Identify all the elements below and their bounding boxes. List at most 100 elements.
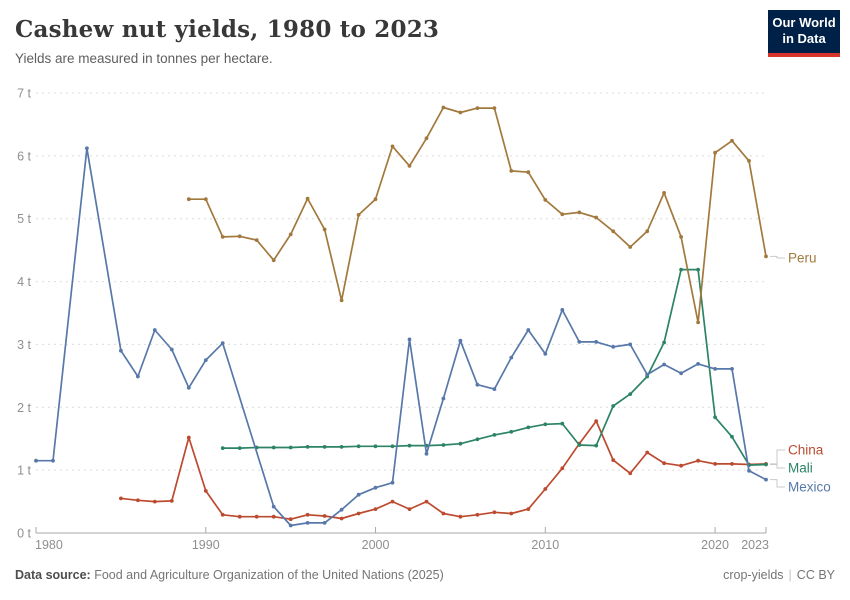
series-point-mexico[interactable] (220, 341, 225, 346)
series-point-peru[interactable] (713, 150, 717, 155)
series-point-mexico[interactable] (322, 521, 327, 525)
series-point-mexico[interactable] (577, 340, 582, 344)
series-point-china[interactable] (220, 512, 225, 517)
series-point-peru[interactable] (288, 232, 293, 237)
series-point-peru[interactable] (475, 106, 480, 110)
series-point-china[interactable] (628, 471, 633, 476)
series-point-mali[interactable] (356, 444, 361, 449)
series-point-peru[interactable] (339, 298, 344, 303)
series-point-mali[interactable] (407, 443, 412, 448)
series-point-mexico[interactable] (186, 385, 191, 390)
series-point-mali[interactable] (526, 425, 531, 430)
series-point-mexico[interactable] (492, 387, 497, 391)
series-point-china[interactable] (645, 450, 650, 455)
series-point-mexico[interactable] (611, 345, 616, 349)
series-point-mali[interactable] (764, 462, 768, 467)
series-point-mali[interactable] (679, 267, 683, 272)
series-point-peru[interactable] (526, 170, 531, 175)
series-point-peru[interactable] (220, 235, 225, 239)
series-point-mexico[interactable] (169, 347, 174, 352)
series-point-mexico[interactable] (203, 358, 208, 362)
series-point-mali[interactable] (475, 437, 480, 442)
series-point-mali[interactable] (339, 445, 344, 449)
series-point-mexico[interactable] (305, 521, 310, 525)
series-point-mexico[interactable] (662, 362, 666, 367)
series-point-mexico[interactable] (645, 372, 650, 377)
series-point-mali[interactable] (458, 441, 463, 446)
series-point-china[interactable] (560, 466, 565, 471)
series-point-mexico[interactable] (713, 367, 717, 371)
series-point-peru[interactable] (492, 106, 497, 110)
series-point-mexico[interactable] (764, 477, 768, 482)
series-point-peru[interactable] (305, 196, 310, 201)
series-point-mexico[interactable] (679, 371, 683, 376)
cc-by-link[interactable]: CC BY (796, 568, 835, 582)
series-point-china[interactable] (713, 462, 717, 466)
series-point-china[interactable] (186, 435, 191, 440)
series-point-mali[interactable] (305, 445, 310, 449)
series-point-china[interactable] (203, 489, 208, 493)
series-point-peru[interactable] (458, 110, 463, 115)
series-point-china[interactable] (237, 514, 242, 519)
series-point-mali[interactable] (577, 443, 582, 447)
series-point-mexico[interactable] (85, 146, 89, 151)
crop-yields-link[interactable]: crop-yields (723, 568, 784, 582)
series-point-mexico[interactable] (288, 523, 293, 528)
series-point-peru[interactable] (679, 235, 683, 239)
series-point-mali[interactable] (730, 434, 734, 439)
series-point-mali[interactable] (628, 392, 633, 396)
series-line-peru[interactable] (188, 106, 767, 324)
series-point-mexico[interactable] (730, 367, 734, 371)
series-point-china[interactable] (509, 511, 514, 516)
series-point-peru[interactable] (543, 198, 548, 202)
entity-label-mali[interactable]: Mali (788, 461, 813, 476)
series-point-china[interactable] (526, 507, 531, 511)
series-point-china[interactable] (730, 462, 734, 466)
series-point-china[interactable] (136, 498, 140, 503)
series-point-peru[interactable] (237, 234, 242, 239)
series-point-peru[interactable] (696, 320, 700, 325)
series-point-mexico[interactable] (560, 308, 565, 312)
series-point-china[interactable] (373, 507, 378, 511)
series-point-china[interactable] (407, 507, 412, 511)
series-point-mali[interactable] (220, 446, 225, 450)
series-point-china[interactable] (543, 487, 548, 491)
series-point-china[interactable] (441, 511, 446, 516)
series-point-china[interactable] (152, 499, 157, 504)
series-point-peru[interactable] (577, 210, 582, 215)
series-point-mexico[interactable] (594, 340, 599, 344)
series-point-mali[interactable] (237, 446, 242, 450)
series-point-china[interactable] (611, 458, 616, 462)
series-point-china[interactable] (271, 514, 276, 519)
entity-label-peru[interactable]: Peru (788, 251, 817, 266)
series-point-mali[interactable] (373, 444, 378, 449)
series-point-peru[interactable] (390, 144, 395, 149)
series-point-peru[interactable] (747, 159, 751, 163)
series-point-peru[interactable] (764, 254, 768, 259)
series-point-mexico[interactable] (51, 458, 55, 463)
entity-label-china[interactable]: China (788, 443, 824, 458)
series-point-mali[interactable] (594, 443, 599, 448)
series-point-peru[interactable] (509, 169, 514, 173)
series-point-mexico[interactable] (509, 355, 514, 360)
series-point-china[interactable] (594, 419, 599, 423)
series-point-mali[interactable] (441, 443, 446, 447)
series-point-china[interactable] (119, 496, 123, 501)
series-point-mexico[interactable] (475, 382, 480, 387)
series-point-mali[interactable] (713, 415, 717, 420)
owid-logo[interactable]: Our World in Data (768, 10, 840, 57)
series-point-mexico[interactable] (628, 342, 633, 347)
series-point-peru[interactable] (356, 213, 361, 217)
series-point-mali[interactable] (322, 445, 327, 449)
entity-label-mexico[interactable]: Mexico (788, 480, 831, 495)
series-point-china[interactable] (696, 458, 700, 463)
series-point-china[interactable] (288, 517, 293, 522)
series-line-mexico[interactable] (36, 147, 767, 527)
series-point-mali[interactable] (696, 267, 700, 272)
series-point-peru[interactable] (628, 245, 633, 249)
series-point-china[interactable] (679, 463, 683, 468)
series-point-mali[interactable] (611, 404, 616, 408)
series-point-china[interactable] (254, 514, 259, 519)
series-point-china[interactable] (475, 512, 480, 517)
series-point-peru[interactable] (186, 197, 191, 202)
